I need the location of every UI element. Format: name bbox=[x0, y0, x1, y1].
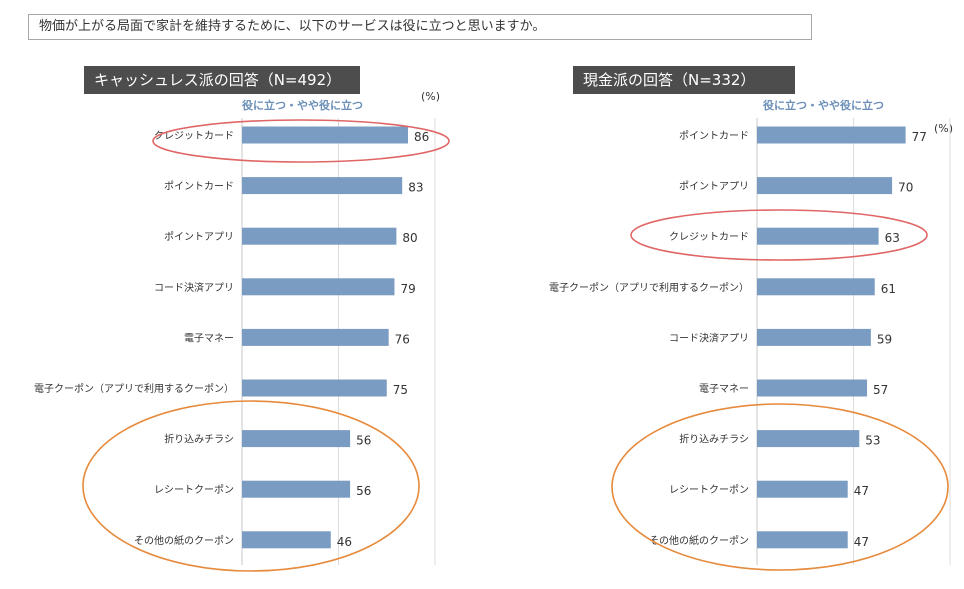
bar-1-8 bbox=[757, 531, 848, 549]
value-label-1-7: 47 bbox=[854, 484, 869, 498]
category-label-1-3: 電子クーポン（アプリで利用するクーポン） bbox=[549, 282, 749, 294]
value-label-1-2: 63 bbox=[885, 231, 900, 245]
bar-0-1 bbox=[242, 177, 403, 195]
value-label-0-4: 76 bbox=[395, 332, 410, 346]
bar-1-3 bbox=[757, 278, 875, 296]
survey-question: 物価が上がる局面で家計を維持するために、以下のサービスは役に立つと思いますか。 bbox=[28, 14, 812, 40]
bar-1-2 bbox=[757, 227, 879, 245]
category-label-0-4: 電子マネー bbox=[184, 332, 234, 344]
category-label-0-3: コード決済アプリ bbox=[154, 281, 234, 294]
bar-0-3 bbox=[242, 278, 395, 296]
value-label-0-5: 75 bbox=[393, 383, 408, 397]
bar-0-5 bbox=[242, 379, 387, 397]
value-label-0-1: 83 bbox=[408, 181, 423, 195]
bar-0-4 bbox=[242, 328, 389, 346]
category-label-0-2: ポイントアプリ bbox=[164, 231, 234, 243]
category-label-0-5: 電子クーポン（アプリで利用するクーポン） bbox=[34, 383, 234, 395]
category-label-0-6: 折り込みチラシ bbox=[164, 433, 234, 446]
value-label-1-8: 47 bbox=[854, 535, 869, 549]
category-label-1-7: レシートクーポン bbox=[669, 484, 749, 496]
highlight-ellipse-1-0 bbox=[630, 209, 928, 261]
value-label-1-0: 77 bbox=[912, 130, 927, 144]
bar-0-7 bbox=[242, 480, 351, 498]
value-label-1-4: 59 bbox=[877, 332, 892, 346]
chart-title-cash: 現金派の回答（N=332） bbox=[573, 66, 795, 94]
bar-0-6 bbox=[242, 430, 351, 448]
category-label-1-1: ポイントアプリ bbox=[679, 181, 749, 193]
category-label-0-7: レシートクーポン bbox=[154, 484, 234, 496]
category-label-1-6: 折り込みチラシ bbox=[679, 433, 749, 446]
chart-title-cashless: キャッシュレス派の回答（N=492） bbox=[84, 66, 360, 94]
value-label-1-1: 70 bbox=[898, 181, 913, 195]
value-label-0-8: 46 bbox=[337, 535, 352, 549]
category-label-0-1: ポイントカード bbox=[164, 181, 234, 193]
highlight-ellipse-0-0 bbox=[152, 119, 450, 163]
bar-1-7 bbox=[757, 480, 848, 498]
value-label-0-7: 56 bbox=[356, 484, 371, 498]
unit-label-cash: (%) bbox=[934, 122, 954, 135]
category-label-1-4: コード決済アプリ bbox=[669, 331, 749, 344]
value-label-0-3: 79 bbox=[400, 282, 415, 296]
value-label-1-5: 57 bbox=[873, 383, 888, 397]
highlight-ellipse-0-1 bbox=[82, 400, 420, 572]
category-label-1-8: その他の紙のクーポン bbox=[649, 534, 749, 547]
bar-1-6 bbox=[757, 430, 860, 448]
highlight-ellipse-1-1 bbox=[611, 403, 949, 571]
category-label-1-5: 電子マネー bbox=[699, 383, 749, 395]
value-label-1-6: 53 bbox=[865, 434, 880, 448]
bar-1-4 bbox=[757, 328, 871, 346]
value-label-0-2: 80 bbox=[402, 231, 417, 245]
category-label-1-2: クレジットカード bbox=[669, 231, 749, 243]
unit-label-cashless: (%) bbox=[421, 90, 441, 103]
series-label-cash: 役に立つ・やや役に立つ bbox=[763, 99, 884, 112]
bar-0-0 bbox=[242, 126, 408, 144]
bar-0-2 bbox=[242, 227, 397, 245]
value-label-0-0: 86 bbox=[414, 130, 429, 144]
bar-1-1 bbox=[757, 177, 893, 195]
bar-1-5 bbox=[757, 379, 868, 397]
value-label-1-3: 61 bbox=[881, 282, 896, 296]
category-label-0-0: クレジットカード bbox=[154, 130, 234, 142]
series-label-cashless: 役に立つ・やや役に立つ bbox=[242, 99, 363, 112]
value-label-0-6: 56 bbox=[356, 434, 371, 448]
bar-1-0 bbox=[757, 126, 906, 144]
bar-0-8 bbox=[242, 531, 331, 549]
category-label-1-0: ポイントカード bbox=[679, 130, 749, 142]
category-label-0-8: その他の紙のクーポン bbox=[134, 534, 234, 547]
